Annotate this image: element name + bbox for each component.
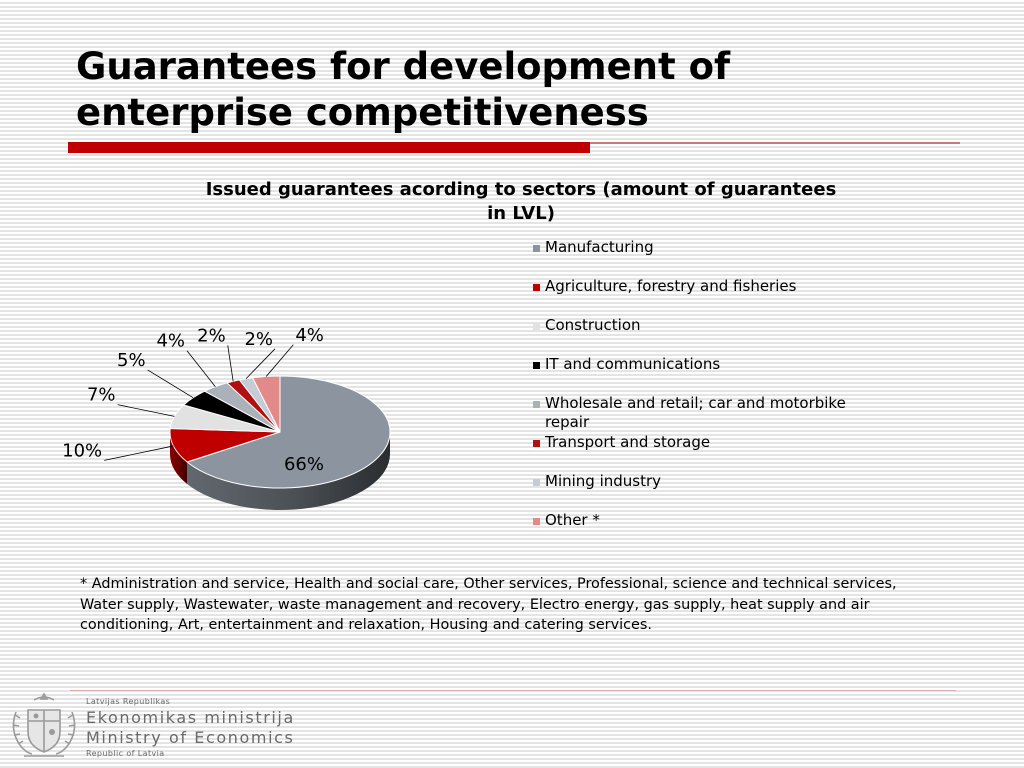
chart-footnote: * Administration and service, Health and… — [80, 576, 897, 633]
legend-item-transport-and-storage: Transport and storage — [530, 433, 890, 452]
title-underline-red — [68, 142, 590, 153]
pie-leader-line-mining-industry — [245, 348, 276, 380]
ministry-name-en: Ministry of Economics — [86, 728, 295, 747]
slide-title-line-2: enterprise competitiveness — [76, 91, 649, 134]
ministry-logotype: Latvijas Republikas Ekonomikas ministrij… — [86, 696, 295, 760]
title-underline-thin — [590, 142, 960, 144]
pie-data-label-agriculture-forestry-and-fisheries: 10% — [62, 440, 102, 461]
pie-leader-line-wholesale-and-retail-car-and-motorbike-repair — [186, 350, 216, 387]
pie-data-labels: 66% 10% 7%5% 4% 2% 2% 4% — [62, 325, 324, 475]
pie-data-label-mining-industry: 2% — [244, 329, 273, 350]
legend-item-construction: Construction — [530, 316, 890, 335]
pie-data-label-it-and-communications: 5% — [117, 350, 146, 371]
pie-data-label-construction: 7% — [87, 385, 116, 406]
legend-swatch — [533, 440, 540, 447]
legend-label: Agriculture, forestry and fisheries — [545, 277, 797, 295]
pie-leader-line-agriculture-forestry-and-fisheries — [104, 445, 174, 461]
legend-label: Other * — [545, 511, 600, 529]
legend-item-it-and-communications: IT and communications — [530, 355, 890, 374]
slide-title-line-1: Guarantees for development of — [76, 45, 731, 88]
legend-label: Wholesale and retail; car and motorbike … — [545, 394, 846, 431]
ministry-name-lv: Ekonomikas ministrija — [86, 708, 295, 727]
ministry-republic-line: Republic of Latvia — [86, 749, 165, 758]
legend-swatch — [533, 362, 540, 369]
legend-swatch — [533, 284, 540, 291]
legend-swatch — [533, 323, 540, 330]
pie-data-label-manufacturing: 66% — [284, 454, 324, 475]
pie-data-label-transport-and-storage: 2% — [197, 325, 226, 346]
pie-side-manufacturing — [187, 432, 390, 511]
legend-item-manufacturing: Manufacturing — [530, 238, 890, 257]
chart-title-line-2: in LVL) — [487, 203, 555, 224]
slide-title: Guarantees for development of enterprise… — [76, 44, 976, 136]
legend-label: Construction — [545, 316, 641, 334]
legend-swatch — [533, 518, 540, 525]
coat-of-arms-logo — [12, 692, 76, 757]
pie-data-label-wholesale-and-retail-car-and-motorbike-repair: 4% — [156, 331, 185, 352]
legend-label: Transport and storage — [545, 433, 711, 451]
pie-data-label-other: 4% — [295, 325, 324, 346]
pie-leader-line-transport-and-storage — [227, 345, 234, 382]
pie-leader-line-other — [265, 344, 294, 377]
pie-slice-manufacturing — [186, 375, 391, 489]
pie-leader-line-it-and-communications — [147, 369, 194, 399]
legend-item-other: Other * — [530, 511, 890, 530]
pie-sides — [170, 432, 390, 511]
legend-swatch — [533, 245, 540, 252]
legend-item-wholesale-and-retail-car-and-motorbike-repair: Wholesale and retail; car and motorbike … — [530, 394, 890, 432]
chart-title-line-1: Issued guarantees acording to sectors (a… — [205, 179, 837, 200]
legend-label: Mining industry — [545, 472, 662, 490]
legend-item-mining-industry: Mining industry — [530, 472, 890, 491]
footer-divider — [70, 690, 956, 691]
legend-label: IT and communications — [545, 355, 721, 373]
pie-top — [169, 375, 391, 489]
legend-swatch — [533, 401, 540, 408]
legend-label: Manufacturing — [545, 238, 654, 256]
pie-side-agriculture-forestry-and-fisheries — [170, 432, 188, 485]
pie-leader-line-construction — [117, 404, 175, 417]
chart-title: Issued guarantees acording to sectors (a… — [160, 178, 882, 226]
ministry-country-line: Latvijas Republikas — [86, 697, 171, 706]
legend-swatch — [533, 479, 540, 486]
legend-item-agriculture-forestry-and-fisheries: Agriculture, forestry and fisheries — [530, 277, 890, 296]
